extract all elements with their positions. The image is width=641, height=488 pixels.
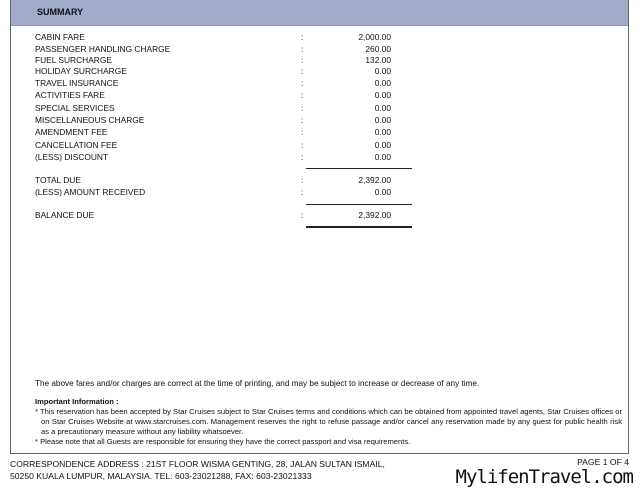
- charge-row: HOLIDAY SURCHARGE: 0.00: [35, 66, 395, 77]
- summary-box: [10, 0, 629, 454]
- charge-value: 0.00: [374, 115, 391, 125]
- balance-due-row: BALANCE DUE: 2,392.00: [35, 210, 395, 221]
- balance-divider: [306, 204, 412, 205]
- address-line-1: CORRESPONDENCE ADDRESS : 21ST FLOOR WISM…: [10, 459, 385, 469]
- page-number: PAGE 1 OF 4: [577, 457, 629, 467]
- balance-due-value: 2,392.00: [358, 210, 391, 220]
- balance-due-label: BALANCE DUE: [35, 210, 95, 220]
- separator: :: [301, 210, 304, 220]
- correspondence-address: CORRESPONDENCE ADDRESS : 21ST FLOOR WISM…: [10, 458, 385, 482]
- charge-label: AMENDMENT FEE: [35, 127, 108, 137]
- separator: :: [301, 152, 304, 162]
- amount-received-value: 0.00: [374, 187, 391, 197]
- charge-row: ACTIVITIES FARE: 0.00: [35, 90, 395, 101]
- charge-label: MISCELLANEOUS CHARGE: [35, 115, 145, 125]
- charge-row: PASSENGER HANDLING CHARGE: 260.00: [35, 44, 395, 55]
- charge-row: AMENDMENT FEE: 0.00: [35, 127, 395, 138]
- charge-value: 0.00: [374, 66, 391, 76]
- charge-value: 0.00: [374, 140, 391, 150]
- separator: :: [301, 78, 304, 88]
- charge-value: 0.00: [374, 127, 391, 137]
- total-due-value: 2,392.00: [358, 175, 391, 185]
- charge-label: (LESS) DISCOUNT: [35, 152, 109, 162]
- charge-label: SPECIAL SERVICES: [35, 103, 115, 113]
- charge-value: 132.00: [365, 55, 391, 65]
- separator: :: [301, 32, 304, 42]
- important-info: Important Information : * This reservati…: [35, 397, 622, 447]
- charge-label: HOLIDAY SURCHARGE: [35, 66, 127, 76]
- amount-received-label: (LESS) AMOUNT RECEIVED: [35, 187, 146, 197]
- charge-value: 0.00: [374, 152, 391, 162]
- charge-row: TRAVEL INSURANCE: 0.00: [35, 78, 395, 89]
- separator: :: [301, 127, 304, 137]
- separator: :: [301, 115, 304, 125]
- total-due-label: TOTAL DUE: [35, 175, 81, 185]
- important-point: * Please note that all Guests are respon…: [35, 437, 411, 446]
- amount-received-row: (LESS) AMOUNT RECEIVED: 0.00: [35, 187, 395, 198]
- charge-label: ACTIVITIES FARE: [35, 90, 105, 100]
- separator: :: [301, 55, 304, 65]
- charge-label: CANCELLATION FEE: [35, 140, 118, 150]
- separator: :: [301, 140, 304, 150]
- separator: :: [301, 103, 304, 113]
- charge-label: CABIN FARE: [35, 32, 85, 42]
- summary-title: SUMMARY: [37, 7, 84, 17]
- charge-row: SPECIAL SERVICES: 0.00: [35, 103, 395, 114]
- separator: :: [301, 44, 304, 54]
- charge-row: MISCELLANEOUS CHARGE: 0.00: [35, 115, 395, 126]
- watermark-logo: MylifenTravel.com: [455, 466, 634, 488]
- charge-label: TRAVEL INSURANCE: [35, 78, 119, 88]
- address-line-2: 50250 KUALA LUMPUR, MALAYSIA. TEL: 603-2…: [10, 471, 312, 481]
- charge-row: (LESS) DISCOUNT: 0.00: [35, 152, 395, 163]
- summary-header: SUMMARY: [11, 0, 628, 26]
- total-divider: [306, 168, 412, 169]
- disclaimer: The above fares and/or charges are corre…: [35, 379, 480, 388]
- separator: :: [301, 90, 304, 100]
- charge-row: CANCELLATION FEE: 0.00: [35, 140, 395, 151]
- important-title: Important Information :: [35, 397, 119, 406]
- charge-value: 260.00: [365, 44, 391, 54]
- charge-value: 0.00: [374, 90, 391, 100]
- separator: :: [301, 66, 304, 76]
- charge-value: 2,000.00: [358, 32, 391, 42]
- charge-label: PASSENGER HANDLING CHARGE: [35, 44, 171, 54]
- separator: :: [301, 187, 304, 197]
- balance-underline: [306, 226, 412, 228]
- charge-label: FUEL SURCHARGE: [35, 55, 112, 65]
- charge-row: FUEL SURCHARGE: 132.00: [35, 55, 395, 66]
- charge-value: 0.00: [374, 78, 391, 88]
- charge-row: CABIN FARE: 2,000.00: [35, 32, 395, 43]
- important-point: * This reservation has been accepted by …: [35, 407, 622, 436]
- total-due-row: TOTAL DUE: 2,392.00: [35, 175, 395, 186]
- separator: :: [301, 175, 304, 185]
- charge-value: 0.00: [374, 103, 391, 113]
